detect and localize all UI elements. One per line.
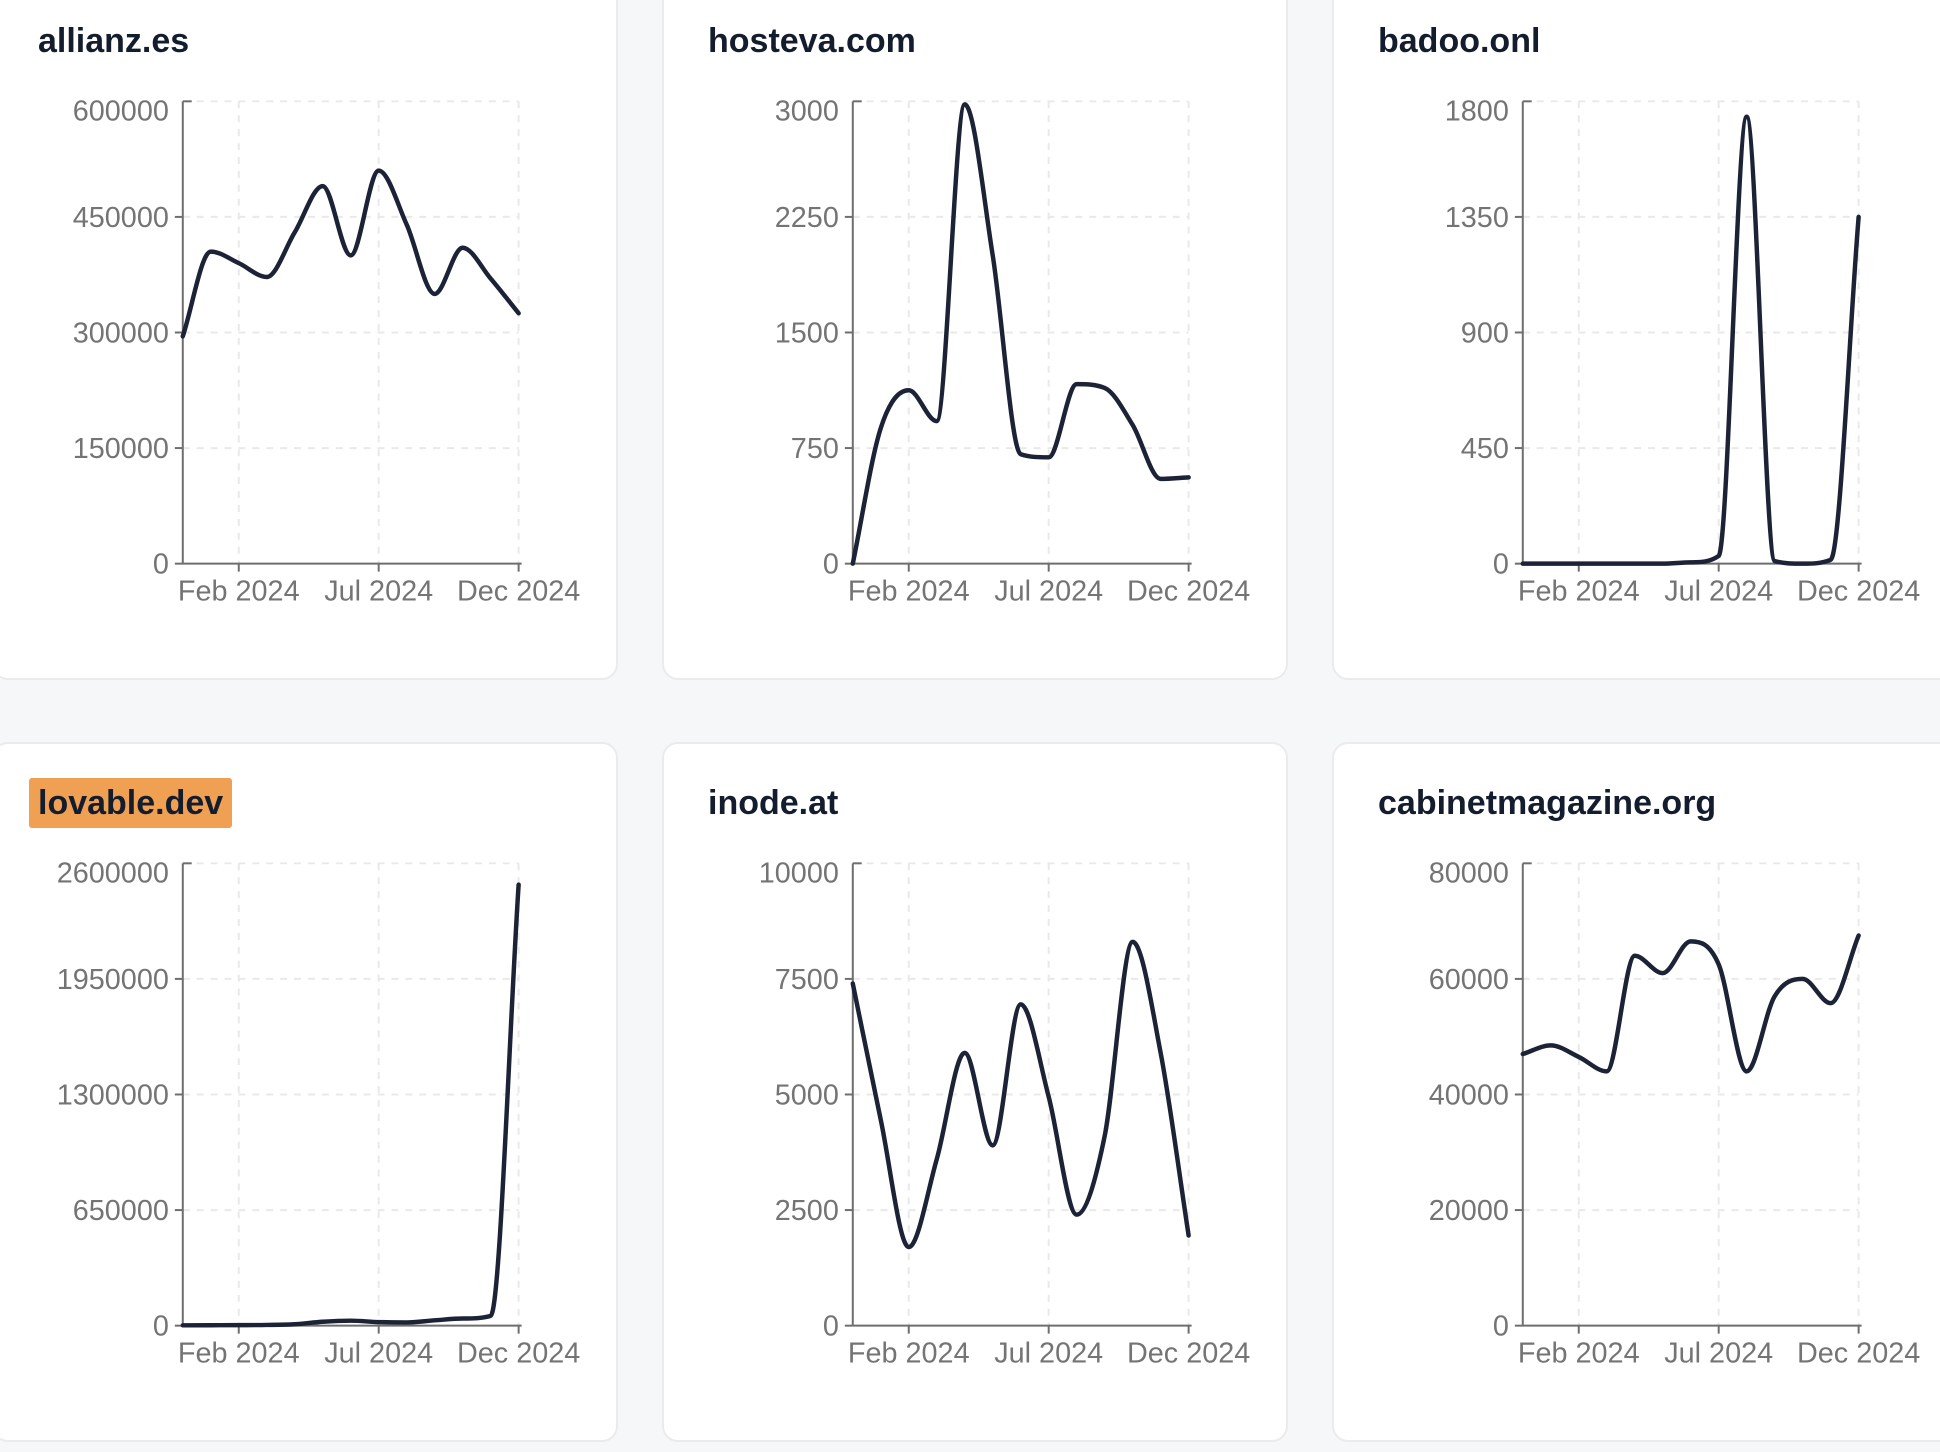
x-tick-label: Jul 2024 <box>994 1337 1103 1369</box>
card-title: cabinetmagazine.org <box>1378 786 1716 820</box>
x-tick-label: Feb 2024 <box>1518 575 1640 607</box>
y-tick-label: 300000 <box>73 318 169 350</box>
domain-title: badoo.onl <box>1378 22 1541 60</box>
axes <box>1514 862 1862 1334</box>
data-line <box>1520 114 1861 566</box>
y-tick-label: 0 <box>1493 549 1509 581</box>
y-tick-label: 5000 <box>775 1080 839 1112</box>
y-tick-label: 0 <box>153 1311 169 1343</box>
y-tick-label: 900 <box>1461 318 1509 350</box>
y-tick-label: 1350 <box>1445 202 1509 234</box>
y-tick-label: 0 <box>153 549 169 581</box>
data-line <box>850 102 1191 566</box>
grid-lines <box>852 100 1190 564</box>
y-tick-label: 0 <box>823 1311 839 1343</box>
x-tick-label: Jul 2024 <box>324 575 433 607</box>
domain-card-cabinetmagazine: cabinetmagazine.org 0 20000 40000 60000 8000… <box>1332 742 1940 1442</box>
grid-lines <box>182 100 520 564</box>
tick-labels: 0 750 1500 2250 3000 Feb 2024 Jul 2024 Dec 2024 <box>775 95 1250 607</box>
x-tick-label: Feb 2024 <box>848 575 970 607</box>
y-tick-label: 600000 <box>73 95 169 127</box>
x-tick-label: Feb 2024 <box>848 1337 970 1369</box>
traffic-line-chart: 0 150000 300000 450000 600000 Feb 2024 Jul 202… <box>73 95 581 607</box>
traffic-line-chart: 0 750 1500 2250 3000 Feb 2024 Jul 2024 Dec 2024 <box>775 95 1250 607</box>
y-tick-label: 1800 <box>1445 95 1509 127</box>
data-line <box>1520 933 1861 1074</box>
grid-lines <box>1522 100 1860 564</box>
y-tick-label: 20000 <box>1429 1195 1509 1227</box>
y-tick-label: 650000 <box>73 1195 169 1227</box>
x-tick-label: Dec 2024 <box>1127 575 1250 607</box>
card-title: allianz.es <box>38 24 189 58</box>
card-title: lovable.dev <box>29 778 233 828</box>
axes <box>174 100 522 572</box>
grid-lines <box>852 862 1190 1326</box>
x-tick-label: Feb 2024 <box>178 1337 300 1369</box>
tick-labels: 0 650000 1300000 1950000 2600000 Feb 2024 Jul … <box>57 857 581 1369</box>
axes <box>844 100 1192 572</box>
tick-labels: 0 2500 5000 7500 10000 Feb 2024 Jul 2024 Dec 20… <box>759 857 1250 1369</box>
data-line <box>180 882 521 1328</box>
x-tick-label: Jul 2024 <box>324 1337 433 1369</box>
y-tick-label: 1500 <box>775 318 839 350</box>
y-tick-label: 1950000 <box>57 964 169 996</box>
x-tick-label: Feb 2024 <box>1518 1337 1640 1369</box>
x-tick-label: Jul 2024 <box>994 575 1103 607</box>
y-tick-label: 2500 <box>775 1195 839 1227</box>
y-tick-label: 0 <box>823 549 839 581</box>
traffic-line-chart: 0 20000 40000 60000 80000 Feb 2024 Jul 2024 Dec… <box>1429 857 1920 1369</box>
domain-title: hosteva.com <box>708 22 916 60</box>
y-tick-label: 60000 <box>1429 964 1509 996</box>
domain-card-hosteva: hosteva.com 0 750 1500 2250 3000 Feb 2024 Jul … <box>662 0 1288 680</box>
y-tick-label: 3000 <box>775 95 839 127</box>
domain-title: allianz.es <box>38 22 190 60</box>
x-tick-label: Dec 2024 <box>457 575 580 607</box>
y-tick-label: 450000 <box>73 202 169 234</box>
domain-title: cabinetmagazine.org <box>1378 784 1717 822</box>
y-tick-label: 40000 <box>1429 1080 1509 1112</box>
y-tick-label: 80000 <box>1429 857 1509 889</box>
axes <box>844 862 1192 1334</box>
tick-labels: 0 150000 300000 450000 600000 Feb 2024 Jul 202… <box>73 95 581 607</box>
domain-title-highlighted: lovable.dev <box>29 778 233 828</box>
grid-lines <box>182 862 520 1326</box>
domain-card-inode: inode.at 0 2500 5000 7500 10000 Feb 2024 Jul 2… <box>662 742 1288 1442</box>
x-tick-label: Feb 2024 <box>178 575 300 607</box>
axes <box>1514 100 1862 572</box>
x-tick-label: Jul 2024 <box>1664 1337 1773 1369</box>
grid-lines <box>1522 862 1860 1326</box>
y-tick-label: 0 <box>1493 1311 1509 1343</box>
data-line <box>850 939 1191 1250</box>
y-tick-label: 450 <box>1461 433 1509 465</box>
y-tick-label: 150000 <box>73 433 169 465</box>
domain-card-lovable: lovable.dev 0 650000 1300000 1950000 2600000… <box>0 742 618 1442</box>
traffic-line-chart: 0 2500 5000 7500 10000 Feb 2024 Jul 2024 Dec 20… <box>759 857 1250 1369</box>
y-tick-label: 1300000 <box>57 1080 169 1112</box>
card-title: inode.at <box>708 786 838 820</box>
x-tick-label: Dec 2024 <box>1127 1337 1250 1369</box>
domain-title: inode.at <box>708 784 839 822</box>
x-tick-label: Jul 2024 <box>1664 575 1773 607</box>
x-tick-label: Dec 2024 <box>457 1337 580 1369</box>
y-tick-label: 7500 <box>775 964 839 996</box>
tick-labels: 0 450 900 1350 1800 Feb 2024 Jul 2024 Dec 2024 <box>1445 95 1920 607</box>
domain-card-allianz: allianz.es 0 150000 300000 450000 600000 Feb … <box>0 0 618 680</box>
x-tick-label: Dec 2024 <box>1797 1337 1920 1369</box>
traffic-line-chart: 0 650000 1300000 1950000 2600000 Feb 2024 Jul … <box>57 857 581 1369</box>
tick-labels: 0 20000 40000 60000 80000 Feb 2024 Jul 2024 Dec… <box>1429 857 1920 1369</box>
y-tick-label: 10000 <box>759 857 839 889</box>
card-title: hosteva.com <box>708 24 916 58</box>
traffic-line-chart: 0 450 900 1350 1800 Feb 2024 Jul 2024 Dec 2024 <box>1445 95 1920 607</box>
y-tick-label: 2250 <box>775 202 839 234</box>
y-tick-label: 750 <box>791 433 839 465</box>
data-line <box>180 168 521 339</box>
domain-card-badoo: badoo.onl 0 450 900 1350 1800 Feb 2024 Jul 202… <box>1332 0 1940 680</box>
x-tick-label: Dec 2024 <box>1797 575 1920 607</box>
axes <box>174 862 522 1334</box>
card-title: badoo.onl <box>1378 24 1540 58</box>
y-tick-label: 2600000 <box>57 857 169 889</box>
